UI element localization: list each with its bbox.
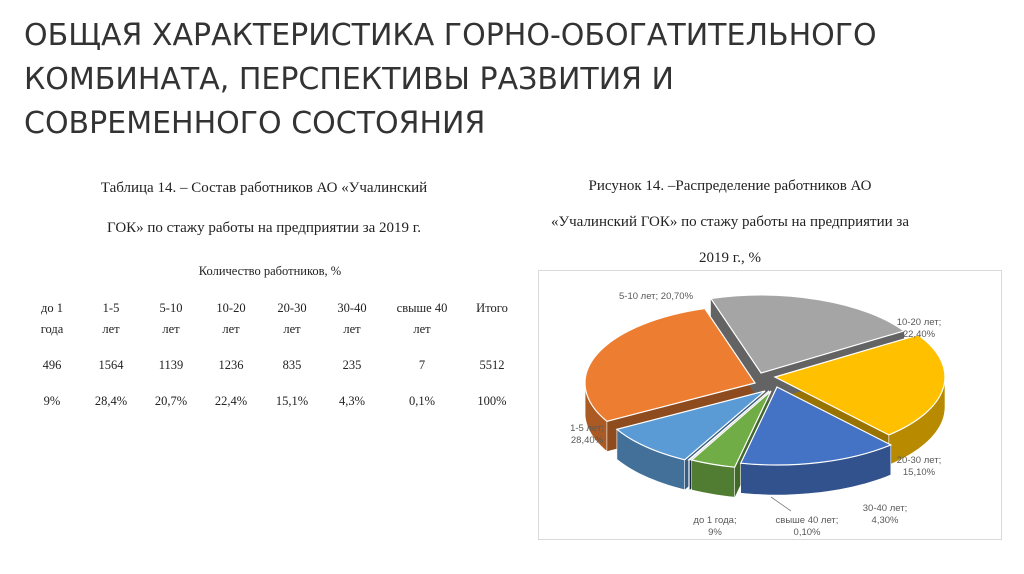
title-line: СОВРЕМЕННОГО СОСТОЯНИЯ [24,106,486,141]
figure-caption-line: «Учалинский ГОК» по стажу работы на пред… [550,214,909,230]
pie-slice [690,390,772,468]
pie-slice [584,307,756,422]
title-line: КОМБИНАТА, ПЕРСПЕКТИВЫ РАЗВИТИЯ И [24,62,674,97]
pie-slice-side [688,459,690,491]
column-header: свыше 40 лет [396,301,448,336]
column-header: 5-10 лет [159,301,183,336]
table-cell: 15,1% [275,393,309,408]
pie-slice-label: 30-40 лет; 4,30% [863,503,907,526]
page-title: ОБЩАЯ ХАРАКТЕРИСТИКА ГОРНО-ОБОГАТИТЕЛЬНО… [24,14,1014,146]
table-cell: 7 [418,357,426,372]
title-line: ОБЩАЯ ХАРАКТЕРИСТИКА ГОРНО-ОБОГАТИТЕЛЬНО… [24,18,877,53]
table-cell: 4,3% [338,393,366,408]
table-row-counts: 496 1564 1139 1236 835 235 7 5512 [24,344,522,386]
pie-chart: 5-10 лет; 20,70% 10-20 лет; 22,40% 20-30 ле… [570,291,946,538]
pie-slice [615,390,766,461]
pie-slice [687,390,770,461]
table-cell: 1139 [158,357,184,372]
table-header-row: до 1 года 1-5 лет 5-10 лет 10-20 лет 20-30 ле… [24,298,522,344]
table-cell: 1564 [98,357,124,372]
table-caption: Таблица 14. – Состав работников АО «Учал… [30,168,498,248]
pie-slice-label: до 1 года; 9% [693,515,736,538]
column-header: 10-20 лет [216,301,246,336]
column-header: 1-5 лет [102,301,120,336]
workers-table: до 1 года 1-5 лет 5-10 лет 10-20 лет 20-30 ле… [24,298,522,416]
table-cell: 5512 [479,357,505,372]
table-cell: 835 [282,357,302,372]
figure-caption-line: 2019 г., % [699,250,761,266]
pie-slice-label: свыше 40 лет; 0,10% [776,515,839,538]
table-subtitle: Количество работников, % [198,264,342,278]
table-cell: 28,4% [94,393,128,408]
pie-slice-label: 5-10 лет; 20,70% [619,291,694,302]
table-caption-line: Таблица 14. – Состав работников АО «Учал… [100,180,428,196]
figure-caption-line: Рисунок 14. –Распределение работников АО [588,178,872,194]
pie-slice [739,386,893,466]
pie-slice-label: 10-20 лет; 22,40% [897,317,941,340]
table-cell: 9% [43,393,61,408]
column-header: Итого [476,301,508,315]
table-cell: 100% [477,393,507,408]
column-header: до 1 года [40,301,64,336]
label-leader-line [770,496,792,512]
column-header: 20-30 лет [277,301,307,336]
pie-slice-label: 20-30 лет; 15,10% [897,455,941,478]
pie-slice-label: 1-5 лет; 28,40% [570,423,604,446]
table-cell: 235 [342,357,362,372]
pie-slice [709,294,906,374]
figure-caption: Рисунок 14. –Распределение работников АО… [520,168,940,276]
chart-area: 5-10 лет; 20,70% 10-20 лет; 22,40% 20-30 ле… [538,270,1002,540]
table-cell: 20,7% [154,393,188,408]
pie-slice [773,334,946,436]
table-caption-line: ГОК» по стажу работы на предприятии за 2… [107,220,421,236]
table-cell: 496 [42,357,62,372]
pie-tops [584,294,946,468]
table-row-percents: 9% 28,4% 20,7% 22,4% 15,1% 4,3% 0,1% 100… [24,386,522,416]
table-cell: 1236 [218,357,244,372]
table-cell: 22,4% [214,393,248,408]
table-cell: 0,1% [408,393,436,408]
column-header: 30-40 лет [337,301,367,336]
